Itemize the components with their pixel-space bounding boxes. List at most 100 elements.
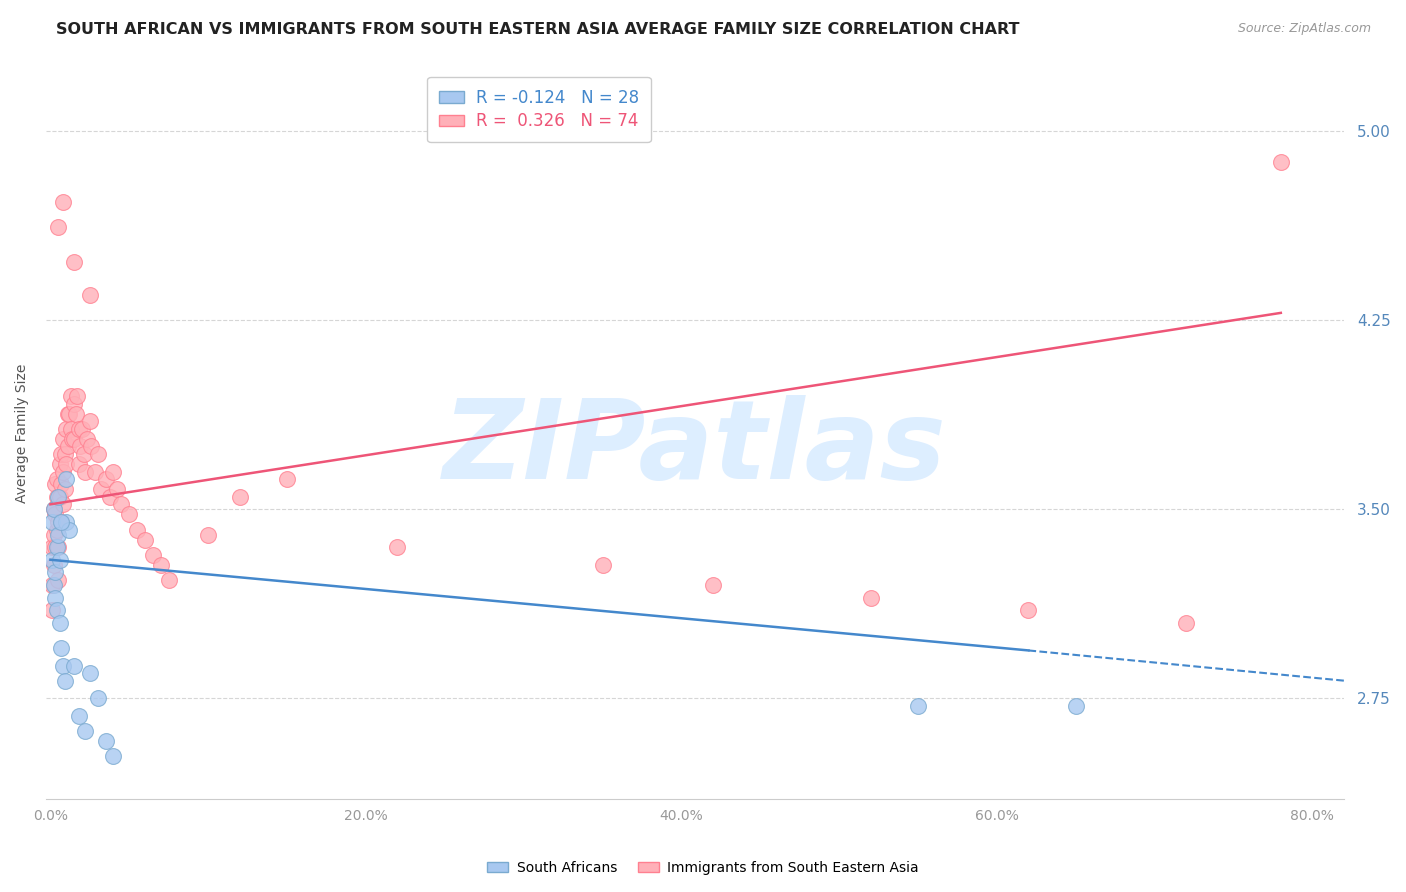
Point bbox=[51, 477, 73, 491]
Point bbox=[46, 490, 69, 504]
Point bbox=[51, 515, 73, 529]
Point bbox=[55, 515, 77, 529]
Point bbox=[110, 497, 132, 511]
Point bbox=[49, 615, 72, 630]
Y-axis label: Average Family Size: Average Family Size bbox=[15, 364, 30, 503]
Point bbox=[1175, 615, 1198, 630]
Legend: R = -0.124   N = 28, R =  0.326   N = 74: R = -0.124 N = 28, R = 0.326 N = 74 bbox=[427, 77, 651, 142]
Point bbox=[63, 432, 86, 446]
Point bbox=[41, 578, 63, 592]
Point bbox=[45, 603, 67, 617]
Point bbox=[46, 540, 69, 554]
Point bbox=[55, 457, 77, 471]
Point bbox=[45, 523, 67, 537]
Point bbox=[53, 482, 76, 496]
Point bbox=[41, 553, 63, 567]
Point bbox=[276, 472, 298, 486]
Point bbox=[90, 482, 112, 496]
Point bbox=[859, 591, 882, 605]
Point bbox=[44, 566, 66, 580]
Point bbox=[59, 389, 82, 403]
Point bbox=[63, 396, 86, 410]
Point bbox=[87, 691, 110, 706]
Point bbox=[45, 472, 67, 486]
Point bbox=[98, 490, 121, 504]
Point bbox=[63, 658, 86, 673]
Point bbox=[52, 658, 75, 673]
Point bbox=[702, 578, 724, 592]
Point bbox=[69, 439, 91, 453]
Point bbox=[51, 640, 73, 655]
Point bbox=[387, 540, 409, 554]
Point bbox=[67, 457, 90, 471]
Point bbox=[49, 490, 72, 504]
Point bbox=[45, 490, 67, 504]
Point bbox=[52, 194, 75, 209]
Point bbox=[41, 515, 63, 529]
Point bbox=[42, 578, 65, 592]
Point bbox=[63, 255, 86, 269]
Point bbox=[42, 502, 65, 516]
Text: Source: ZipAtlas.com: Source: ZipAtlas.com bbox=[1237, 22, 1371, 36]
Point bbox=[49, 457, 72, 471]
Point bbox=[45, 540, 67, 554]
Point bbox=[142, 548, 165, 562]
Point bbox=[67, 709, 90, 723]
Point bbox=[44, 591, 66, 605]
Point bbox=[592, 558, 614, 572]
Point bbox=[228, 490, 250, 504]
Point bbox=[80, 439, 103, 453]
Point bbox=[83, 465, 105, 479]
Point bbox=[58, 407, 80, 421]
Point bbox=[907, 698, 929, 713]
Point bbox=[53, 673, 76, 688]
Point bbox=[46, 527, 69, 541]
Point bbox=[56, 439, 79, 453]
Point bbox=[105, 482, 128, 496]
Point bbox=[76, 432, 98, 446]
Point bbox=[53, 447, 76, 461]
Point bbox=[75, 465, 97, 479]
Point bbox=[66, 389, 89, 403]
Point bbox=[1064, 698, 1087, 713]
Point bbox=[70, 422, 93, 436]
Point bbox=[55, 472, 77, 486]
Point bbox=[65, 407, 87, 421]
Point bbox=[87, 447, 110, 461]
Point bbox=[42, 527, 65, 541]
Text: SOUTH AFRICAN VS IMMIGRANTS FROM SOUTH EASTERN ASIA AVERAGE FAMILY SIZE CORRELAT: SOUTH AFRICAN VS IMMIGRANTS FROM SOUTH E… bbox=[56, 22, 1019, 37]
Point bbox=[46, 515, 69, 529]
Point bbox=[127, 523, 149, 537]
Point bbox=[79, 414, 101, 428]
Point bbox=[42, 558, 65, 572]
Point bbox=[51, 515, 73, 529]
Point bbox=[75, 724, 97, 739]
Text: ZIPatlas: ZIPatlas bbox=[443, 395, 946, 502]
Point bbox=[44, 508, 66, 522]
Point bbox=[72, 447, 94, 461]
Point bbox=[94, 472, 117, 486]
Point bbox=[134, 533, 156, 547]
Point bbox=[46, 220, 69, 235]
Point bbox=[52, 497, 75, 511]
Point bbox=[79, 288, 101, 302]
Point bbox=[52, 432, 75, 446]
Point bbox=[79, 666, 101, 681]
Point bbox=[118, 508, 141, 522]
Point bbox=[197, 527, 219, 541]
Point bbox=[62, 432, 84, 446]
Point bbox=[149, 558, 172, 572]
Point bbox=[41, 540, 63, 554]
Point bbox=[103, 749, 125, 764]
Point bbox=[58, 523, 80, 537]
Point bbox=[55, 422, 77, 436]
Point bbox=[46, 573, 69, 587]
Point bbox=[42, 502, 65, 516]
Legend: South Africans, Immigrants from South Eastern Asia: South Africans, Immigrants from South Ea… bbox=[482, 855, 924, 880]
Point bbox=[1270, 154, 1292, 169]
Point bbox=[44, 540, 66, 554]
Point bbox=[67, 422, 90, 436]
Point bbox=[49, 553, 72, 567]
Point bbox=[157, 573, 180, 587]
Point bbox=[44, 477, 66, 491]
